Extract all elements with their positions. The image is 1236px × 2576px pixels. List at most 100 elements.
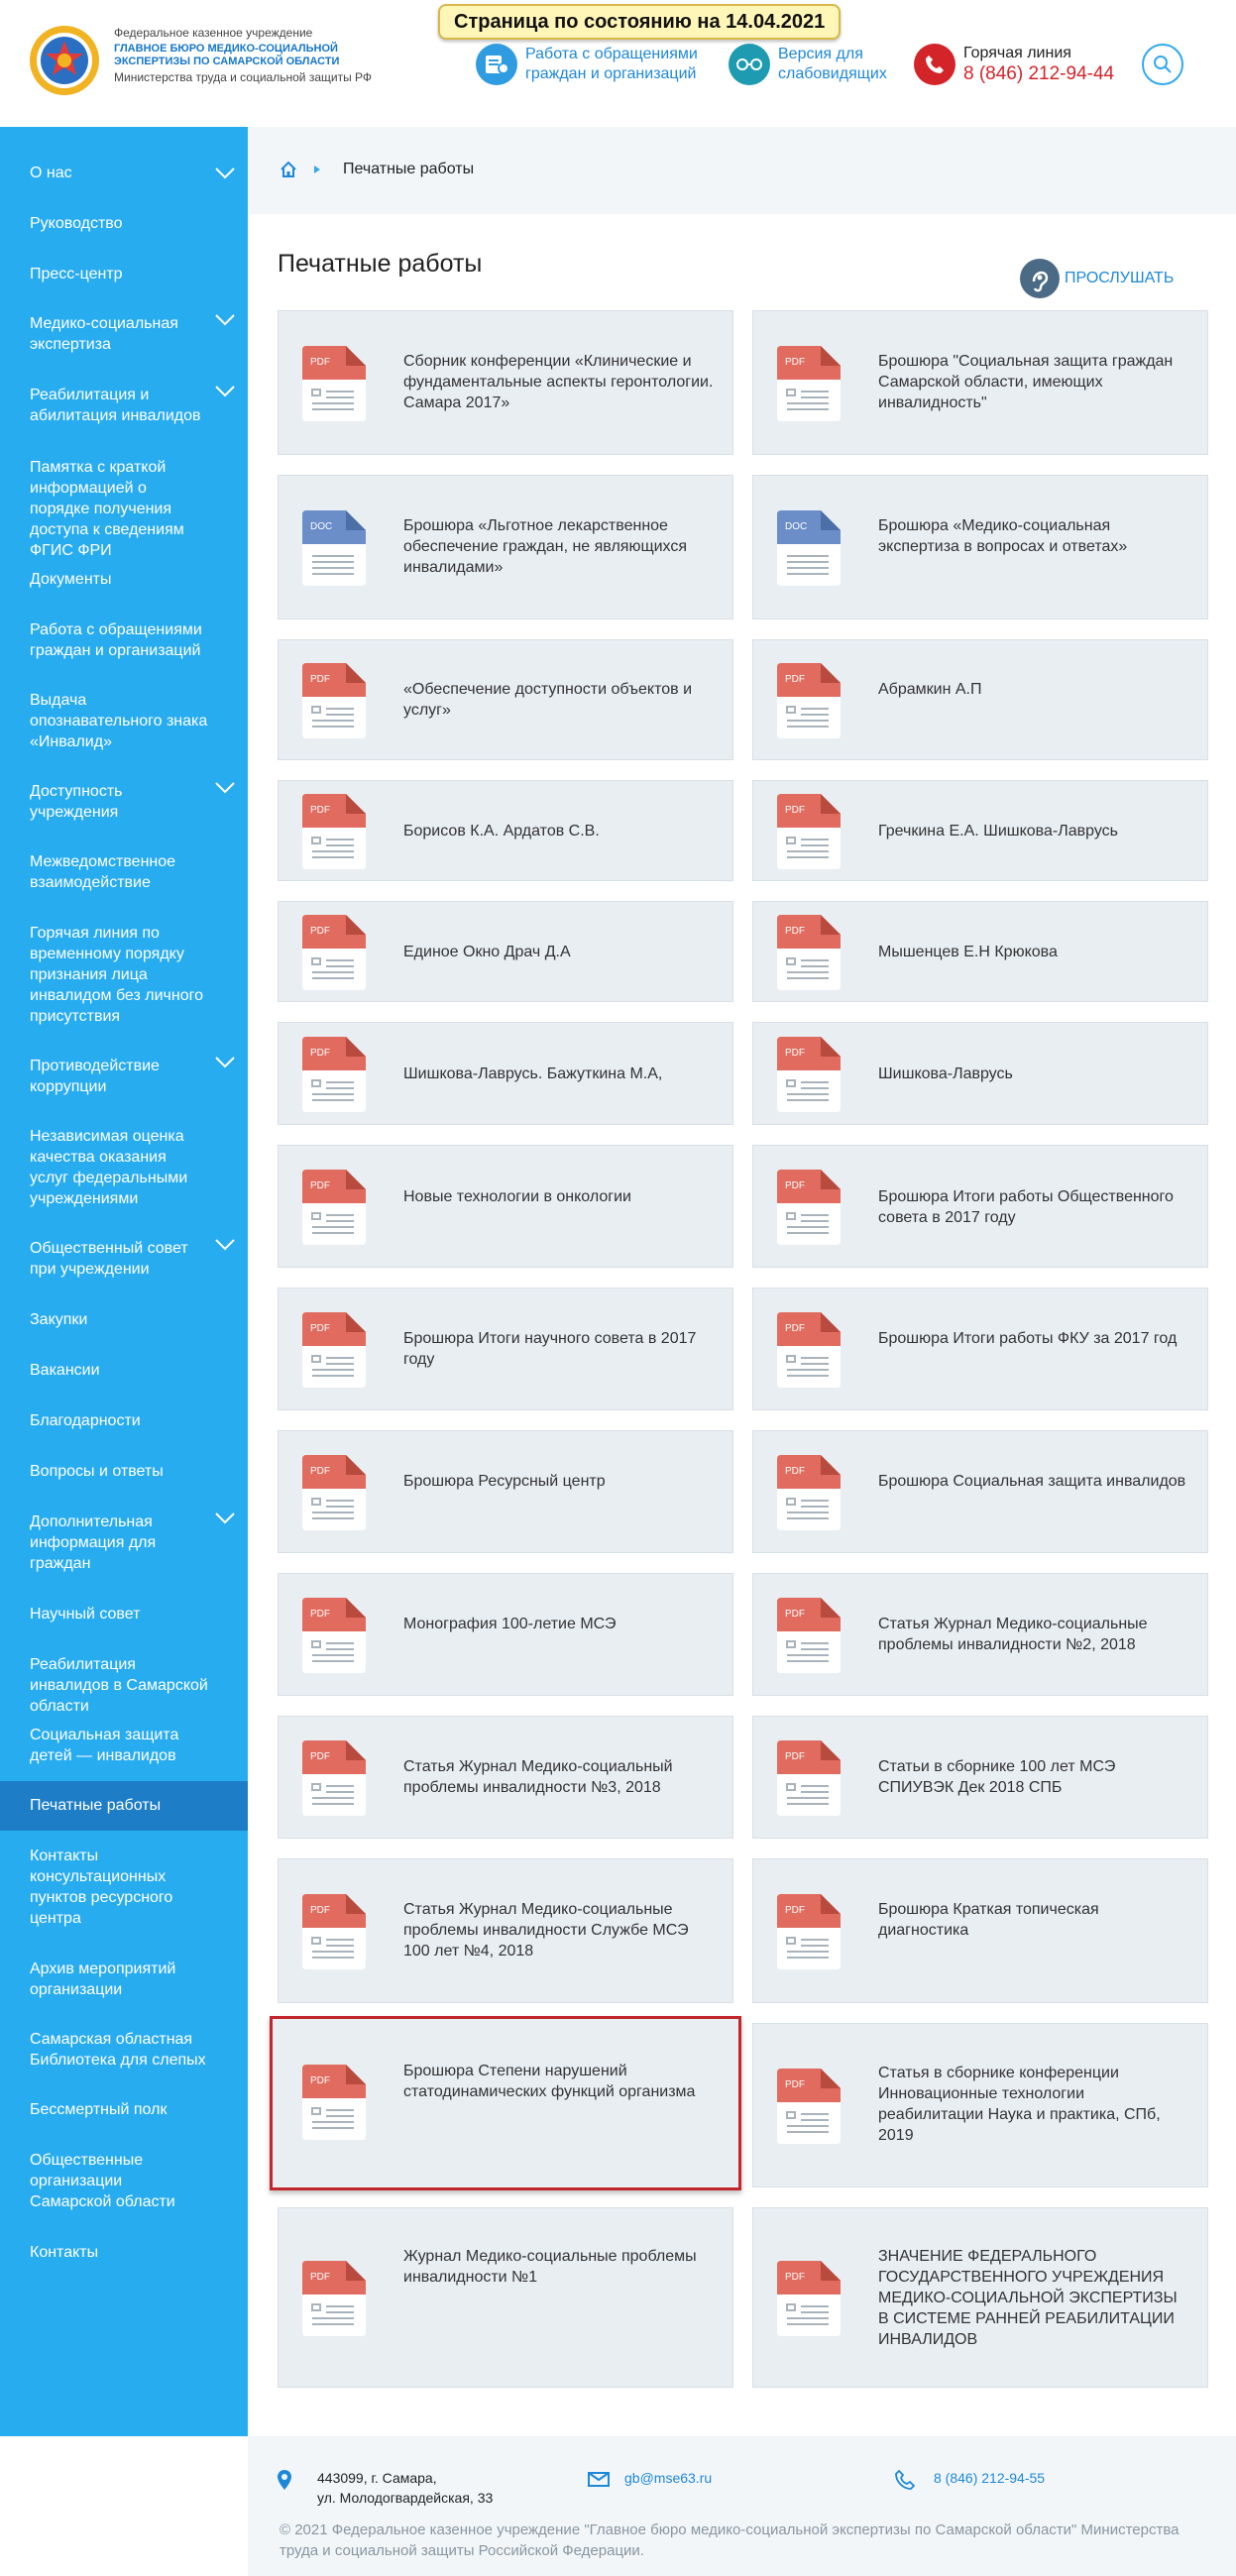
sidebar-item-accessibility[interactable]: Доступность учреждения: [0, 781, 248, 823]
sidebar-item-gratitude[interactable]: Благодарности: [0, 1410, 248, 1431]
sidebar-item-consult-contacts[interactable]: Контакты консультационных пунктов ресурс…: [0, 1846, 248, 1929]
document-card[interactable]: PDF Единое Окно Драч Д.А: [278, 901, 733, 1002]
emblem-logo-icon[interactable]: [28, 24, 101, 97]
document-card-highlighted[interactable]: PDF Брошюра Степени нарушений статодинам…: [270, 2016, 741, 2190]
hotline-phone[interactable]: 8 (846) 212-94-44: [963, 63, 1115, 84]
document-title: Новые технологии в онкологии: [403, 1188, 631, 1205]
document-card[interactable]: PDF Статьи в сборнике 100 лет МСЭ СПИУВЭ…: [752, 1716, 1208, 1839]
svg-text:PDF: PDF: [310, 1751, 330, 1762]
document-card[interactable]: PDF Борисов К.А. Ардатов С.В.: [278, 780, 733, 881]
chevron-down-icon[interactable]: [214, 313, 236, 327]
page-state-badge: Страница по состоянию на 14.04.2021: [438, 4, 842, 40]
sidebar-item-vacancies[interactable]: Вакансии: [0, 1360, 248, 1381]
sidebar-item-procurement[interactable]: Закупки: [0, 1309, 248, 1330]
sidebar-item-additional-info[interactable]: Дополнительная информация для граждан: [0, 1512, 248, 1574]
document-card[interactable]: PDF Статья в сборнике конференции Иннова…: [752, 2023, 1208, 2187]
document-title: Брошюра Социальная защита инвалидов: [878, 1473, 1186, 1490]
document-card[interactable]: DOC Брошюра «Льготное лекарственное обес…: [278, 475, 733, 619]
sidebar-item-child-protection[interactable]: Социальная защита детей — инвалидов: [0, 1725, 248, 1766]
sidebar-item-contacts[interactable]: Контакты: [0, 2242, 248, 2263]
footer-email[interactable]: gb@mse63.ru: [624, 2470, 713, 2486]
document-card[interactable]: DOC Брошюра «Медико-социальная экспертиз…: [752, 475, 1208, 619]
sidebar-item-hotline-procedure[interactable]: Горячая линия по временному порядку приз…: [0, 923, 248, 1027]
listen-button[interactable]: ПРОСЛУШАТЬ: [1019, 258, 1174, 299]
document-title: Мышенцев Е.Н Крюкова: [878, 944, 1058, 960]
sidebar-item-documents[interactable]: Документы: [0, 569, 248, 590]
hotline[interactable]: Горячая линия 8 (846) 212-94-44: [914, 44, 1114, 85]
search-button[interactable]: [1142, 44, 1183, 85]
document-card[interactable]: PDF ЗНАЧЕНИЕ ФЕДЕРАЛЬНОГО ГОСУДАРСТВЕННО…: [752, 2207, 1208, 2388]
sidebar-item-label: Работа с обращениями граждан и организац…: [30, 621, 202, 659]
document-card[interactable]: PDF Гречкина Е.А. Шишкова-Лаврусь: [752, 780, 1208, 881]
sidebar-item-public-council[interactable]: Общественный совет при учреждении: [0, 1238, 248, 1280]
svg-text:PDF: PDF: [310, 1609, 330, 1620]
document-card[interactable]: PDF Статья Журнал Медико-социальные проб…: [278, 1858, 733, 2003]
sidebar-item-press[interactable]: Пресс-центр: [0, 264, 248, 284]
document-card[interactable]: PDF Новые технологии в онкологии: [278, 1145, 733, 1268]
sidebar-item-immortal-regiment[interactable]: Бессмертный полк: [0, 2099, 248, 2120]
pdf-file-icon: PDF: [302, 1170, 366, 1245]
document-title: Статьи в сборнике 100 лет МСЭ СПИУВЭК Де…: [878, 1758, 1116, 1796]
sidebar-item-about[interactable]: О нас: [0, 163, 248, 183]
document-card[interactable]: PDF Мышенцев Е.Н Крюкова: [752, 901, 1208, 1002]
sidebar-item-printed-works[interactable]: Печатные работы: [0, 1781, 248, 1831]
chevron-down-icon[interactable]: [214, 1512, 236, 1525]
document-card[interactable]: PDF Шишкова-Лаврусь. Бажуткина М.А,: [278, 1022, 733, 1125]
pdf-file-icon: PDF: [302, 2261, 366, 2336]
footer-phone[interactable]: 8 (846) 212-94-55: [934, 2470, 1046, 2486]
svg-text:DOC: DOC: [785, 521, 807, 532]
document-card[interactable]: PDF Брошюра Итоги научного совета в 2017…: [278, 1288, 733, 1410]
chevron-down-icon[interactable]: [214, 781, 236, 795]
sidebar-item-rehabilitation[interactable]: Реабилитация и абилитация инвалидов: [0, 385, 248, 426]
sidebar-item-public-orgs[interactable]: Общественные организации Самарской облас…: [0, 2150, 248, 2212]
document-card[interactable]: PDF Статья Журнал Медико-социальный проб…: [278, 1716, 733, 1839]
sidebar-item-appeals[interactable]: Работа с обращениями граждан и организац…: [0, 619, 248, 661]
sidebar-item-label: Архив мероприятий организации: [30, 1960, 176, 1998]
pdf-file-icon: PDF: [777, 2261, 841, 2336]
document-card[interactable]: PDF Брошюра Ресурсный центр: [278, 1430, 733, 1553]
svg-text:PDF: PDF: [785, 357, 805, 368]
pdf-file-icon: PDF: [777, 1170, 841, 1245]
chevron-down-icon[interactable]: [214, 385, 236, 398]
chevron-down-icon[interactable]: [214, 1238, 236, 1252]
document-card[interactable]: PDF Брошюра Социальная защита инвалидов: [752, 1430, 1208, 1553]
sidebar-item-disability-sign[interactable]: Выдача опознавательного знака «Инвалид»: [0, 690, 248, 752]
document-card[interactable]: PDF Статья Журнал Медико-социальные проб…: [752, 1573, 1208, 1696]
sidebar-item-mse[interactable]: Медико-социальная экспертиза: [0, 313, 248, 355]
document-title: Монография 100-летие МСЭ: [403, 1616, 617, 1632]
home-icon[interactable]: [280, 161, 297, 178]
sidebar-item-anticorruption[interactable]: Противодействие коррупции: [0, 1056, 248, 1097]
document-card[interactable]: PDF Брошюра Краткая топическая диагности…: [752, 1858, 1208, 2003]
sidebar-item-label: О нас: [30, 165, 72, 181]
sidebar-item-faq[interactable]: Вопросы и ответы: [0, 1461, 248, 1482]
document-title: Шишкова-Лаврусь. Бажуткина М.А,: [403, 1065, 663, 1082]
low-vision-link[interactable]: Версия для слабовидящих: [729, 44, 887, 85]
document-card[interactable]: PDF Журнал Медико-социальные проблемы ин…: [278, 2207, 733, 2388]
appeals-link[interactable]: Работа с обращениями граждан и организац…: [476, 44, 724, 85]
sidebar-item-interagency[interactable]: Межведомственное взаимодействие: [0, 851, 248, 893]
svg-text:PDF: PDF: [785, 1048, 805, 1059]
document-card[interactable]: PDF Брошюра "Социальная защита граждан С…: [752, 310, 1208, 455]
sidebar-item-label: Контакты: [30, 2244, 99, 2261]
document-card[interactable]: PDF «Обеспечение доступности объектов и …: [278, 639, 733, 760]
document-card[interactable]: PDF Сборник конференции «Клинические и ф…: [278, 310, 733, 455]
document-card[interactable]: PDF Монография 100-летие МСЭ: [278, 1573, 733, 1696]
document-card[interactable]: PDF Брошюра Итоги работы Общественного с…: [752, 1145, 1208, 1268]
footer-copyright: © 2021 Федеральное казенное учреждение "…: [280, 2521, 1180, 2559]
sidebar-item-fgis-memo[interactable]: Памятка с краткой информацией о порядке …: [0, 457, 248, 561]
sidebar-item-library[interactable]: Самарская областная Библиотека для слепы…: [0, 2029, 248, 2071]
sidebar-item-science-council[interactable]: Научный совет: [0, 1604, 248, 1624]
org-type: Федеральное казенное учреждение: [114, 26, 313, 40]
document-title: Статья Журнал Медико-социальные проблемы…: [403, 1901, 689, 1960]
sidebar-item-leadership[interactable]: Руководство: [0, 213, 248, 234]
document-card[interactable]: PDF Абрамкин А.П: [752, 639, 1208, 760]
sidebar-item-quality-assessment[interactable]: Независимая оценка качества оказания усл…: [0, 1126, 248, 1209]
pdf-file-icon: PDF: [302, 1598, 366, 1673]
sidebar-item-events-archive[interactable]: Архив мероприятий организации: [0, 1959, 248, 2000]
chevron-down-icon[interactable]: [214, 1056, 236, 1069]
sidebar-item-regional-rehab[interactable]: Реабилитация инвалидов в Самарской облас…: [0, 1654, 248, 1717]
document-card[interactable]: PDF Шишкова-Лаврусь: [752, 1022, 1208, 1125]
address-line2: ул. Молодогвардейская, 33: [317, 2490, 494, 2506]
document-card[interactable]: PDF Брошюра Итоги работы ФКУ за 2017 год: [752, 1288, 1208, 1410]
chevron-down-icon[interactable]: [214, 167, 236, 180]
